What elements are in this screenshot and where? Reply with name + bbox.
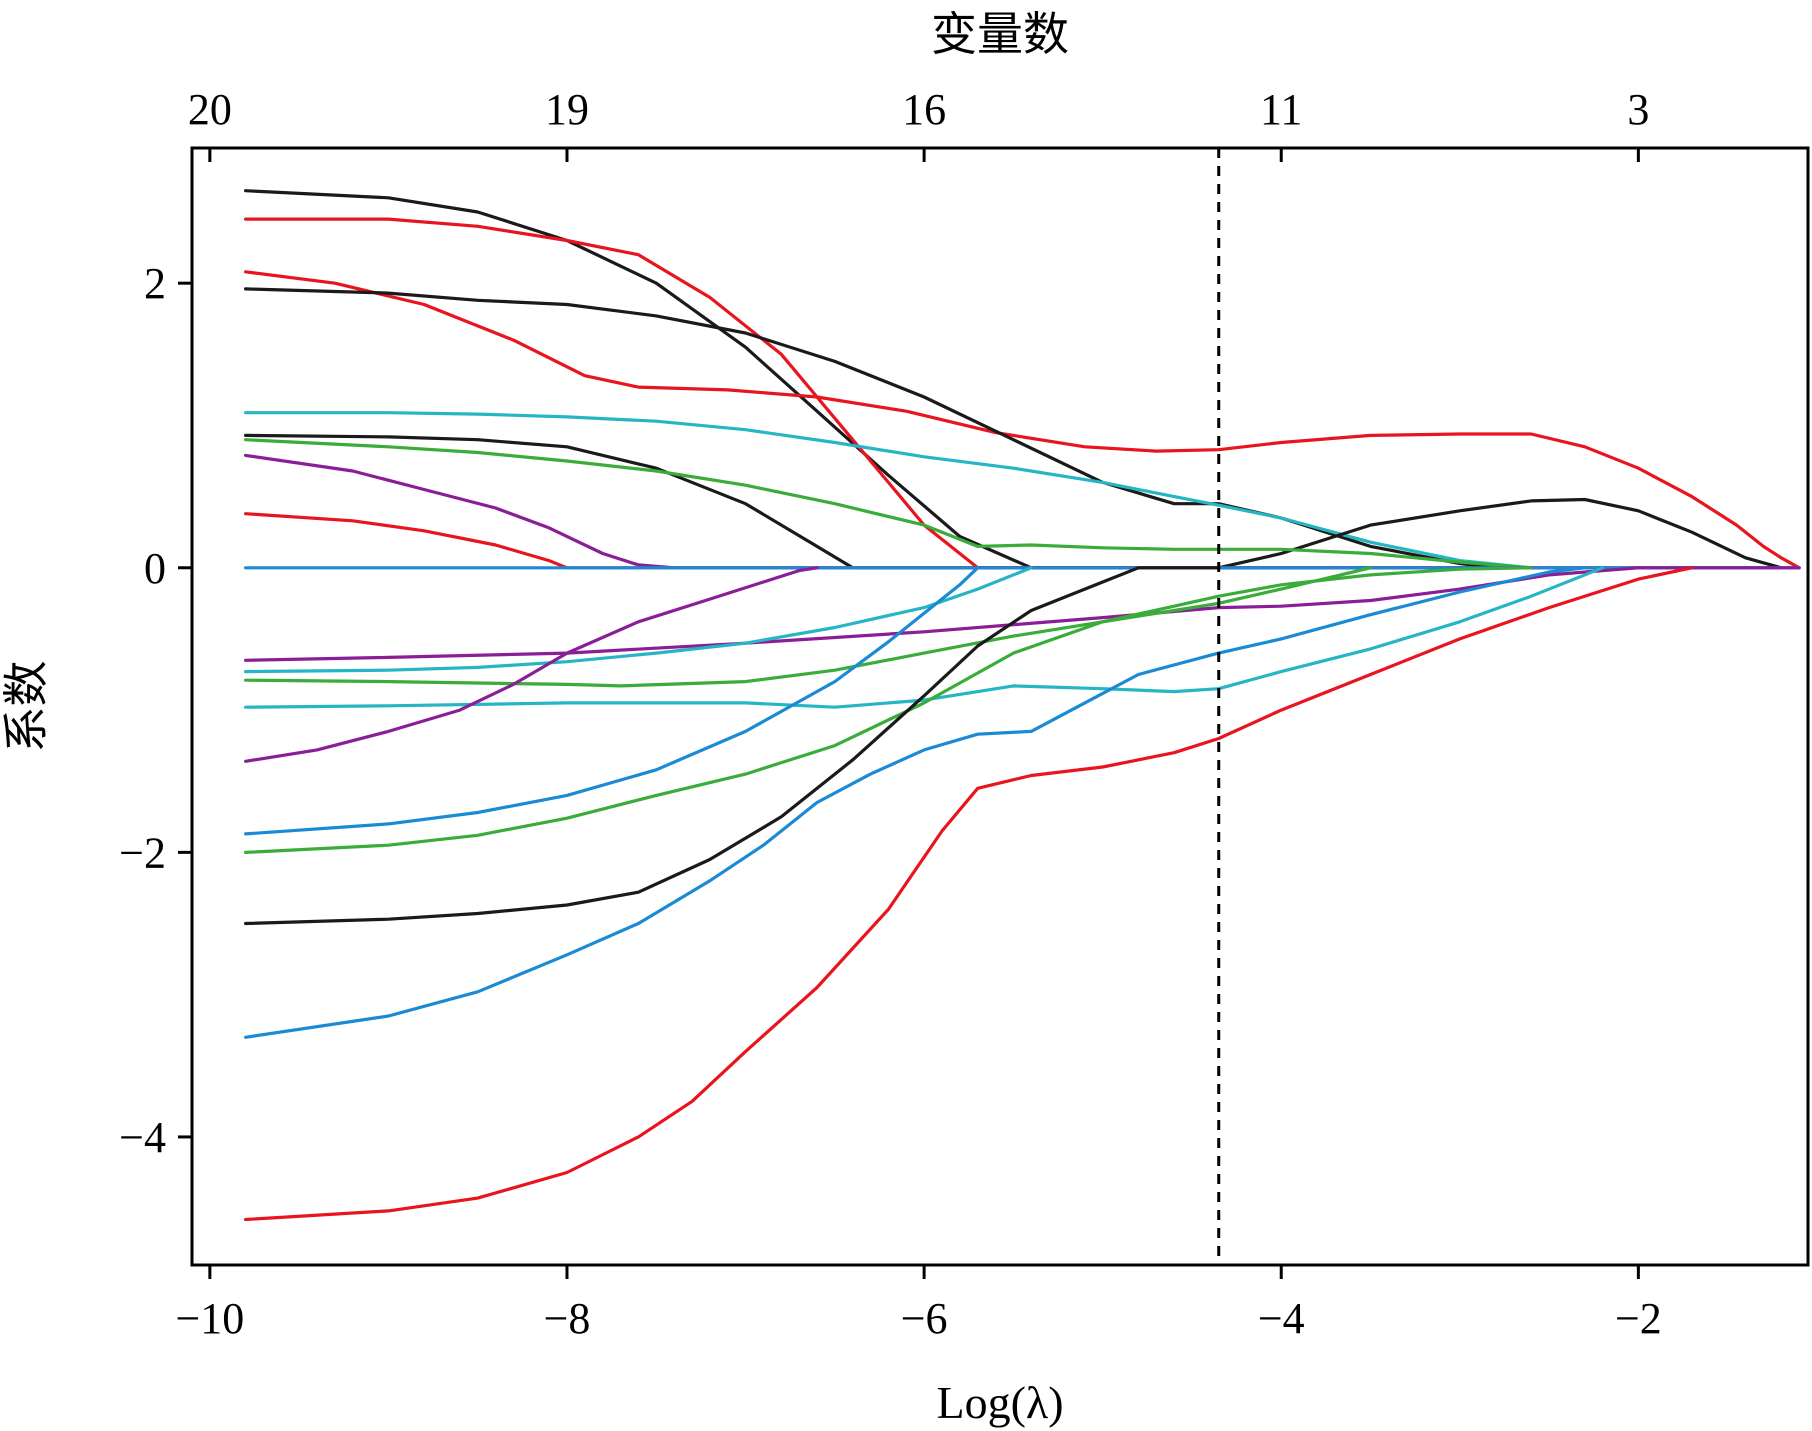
series-line-9 bbox=[244, 512, 1221, 570]
series-line-16 bbox=[244, 566, 980, 836]
x-tick-label: −4 bbox=[1258, 1294, 1305, 1343]
series-line-12 bbox=[244, 566, 1033, 674]
top-tick-label: 19 bbox=[545, 85, 589, 134]
y-tick-label: 2 bbox=[144, 259, 166, 308]
series-line-19 bbox=[244, 566, 1587, 1039]
series-line-15 bbox=[244, 566, 819, 763]
series-line-17 bbox=[244, 566, 1533, 854]
series-line-13 bbox=[244, 566, 1373, 688]
series-line-11 bbox=[244, 566, 1801, 662]
x-tick-label: −8 bbox=[544, 1294, 591, 1343]
top-axis-title: 变量数 bbox=[931, 9, 1069, 60]
y-tick-label: −2 bbox=[119, 828, 166, 877]
top-tick-label: 20 bbox=[188, 85, 232, 134]
series-line-2 bbox=[244, 217, 1801, 570]
top-tick-label: 16 bbox=[902, 85, 946, 134]
y-tick-label: 0 bbox=[144, 544, 166, 593]
x-ticks: −10 −8 −6 −4 −2 bbox=[175, 1265, 1662, 1343]
series-line-7 bbox=[244, 438, 1533, 570]
top-tick-label: 3 bbox=[1627, 85, 1649, 134]
plot-area: −10 −8 −6 −4 −2 −4 −2 0 2 20 19 16 11 3 bbox=[119, 85, 1810, 1343]
series-line-14 bbox=[244, 566, 1605, 709]
y-tick-label: −4 bbox=[119, 1113, 166, 1162]
plot-frame bbox=[190, 146, 1810, 1267]
x-axis-title: Log(λ) bbox=[936, 1377, 1063, 1428]
top-ticks: 20 19 16 11 3 bbox=[188, 85, 1649, 162]
series-line-3 bbox=[244, 270, 1801, 570]
x-tick-label: −6 bbox=[901, 1294, 948, 1343]
x-tick-label: −10 bbox=[175, 1294, 244, 1343]
x-tick-label: −2 bbox=[1615, 1294, 1662, 1343]
y-ticks: −4 −2 0 2 bbox=[119, 259, 192, 1162]
series-line-8 bbox=[244, 453, 1801, 570]
series-line-4 bbox=[244, 287, 1498, 570]
series-group bbox=[244, 189, 1801, 1222]
y-axis-title: 系数 bbox=[1, 661, 52, 753]
series-line-18 bbox=[244, 566, 1221, 926]
series-line-5 bbox=[244, 411, 1533, 570]
series-line-20 bbox=[244, 566, 1694, 1222]
top-tick-label: 11 bbox=[1260, 85, 1302, 134]
